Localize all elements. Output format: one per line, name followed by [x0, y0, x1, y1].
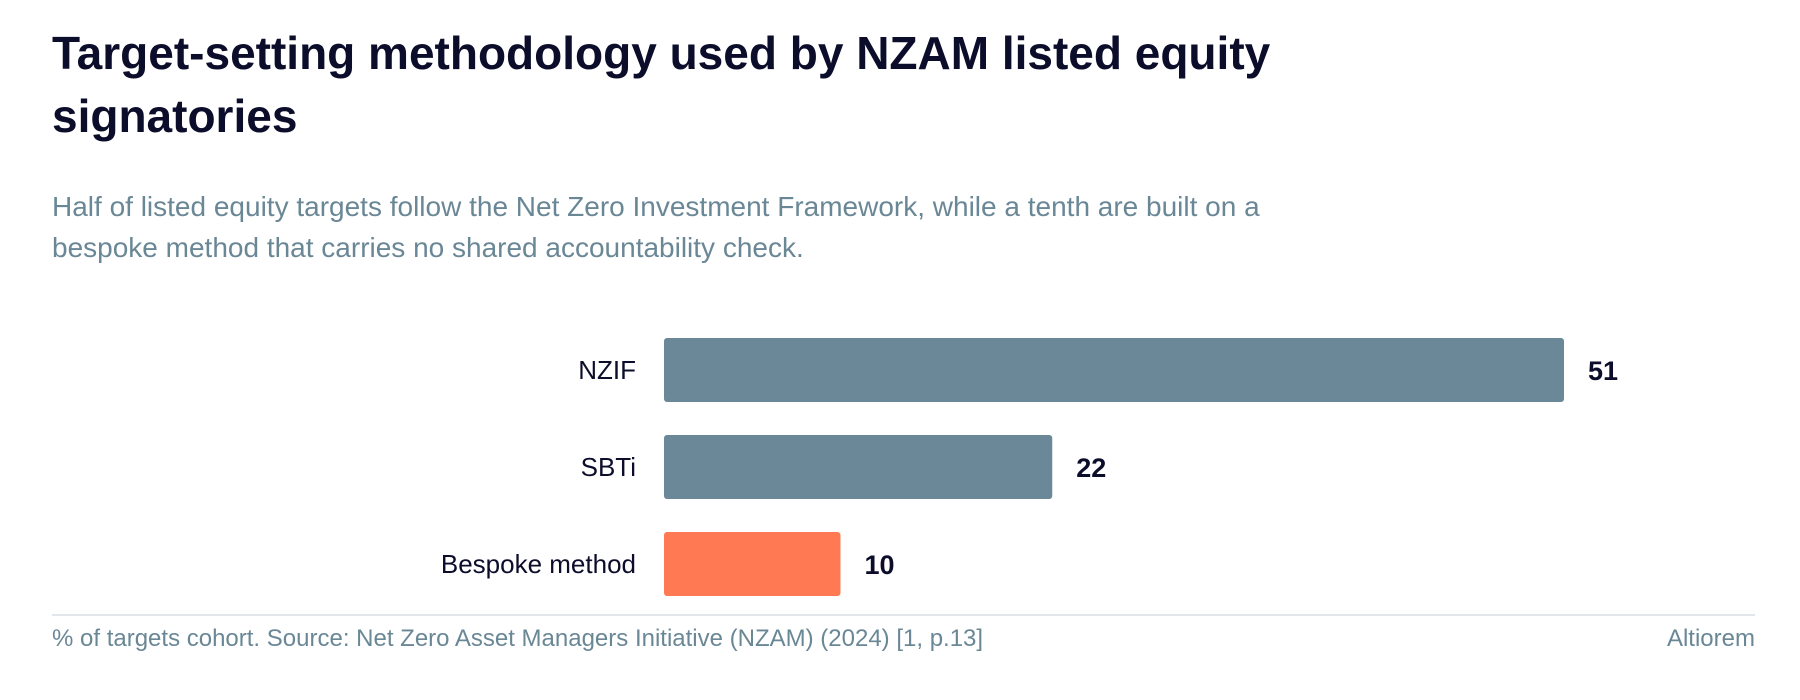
bar-bespoke-method: [664, 532, 841, 596]
chart-subtitle: Half of listed equity targets follow the…: [52, 191, 1260, 263]
value-label-nzif: 51: [1588, 356, 1618, 386]
category-label-nzif: NZIF: [578, 355, 636, 385]
brand-label: Altiorem: [1666, 625, 1755, 652]
chart-title: Target-setting methodology used by NZAM …: [52, 27, 1271, 142]
bar-nzif: [664, 338, 1564, 402]
bar-sbti: [664, 435, 1053, 499]
category-label-sbti: SBTi: [581, 452, 636, 482]
value-label-sbti: 22: [1076, 453, 1106, 483]
footer-divider: [52, 614, 1755, 616]
category-label-bespoke-method: Bespoke method: [441, 549, 636, 579]
value-label-bespoke-method: 10: [864, 550, 894, 580]
source-note: % of targets cohort. Source: Net Zero As…: [52, 625, 984, 652]
